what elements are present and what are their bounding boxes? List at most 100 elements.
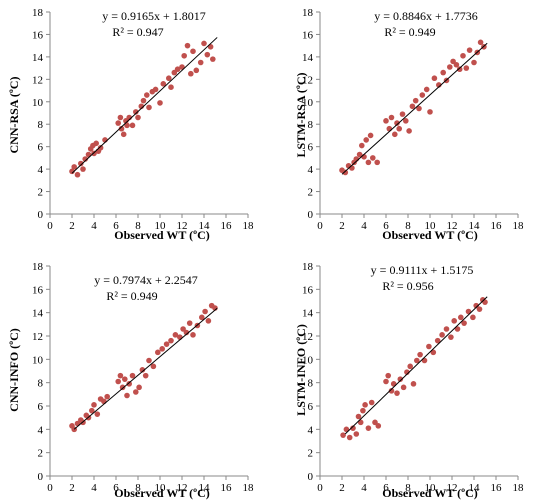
- panel-lstm-info: y = 0.9111x + 1.5175 R² = 0.956 LSTM-INF…: [294, 261, 524, 500]
- data-point: [155, 349, 161, 356]
- data-point: [117, 372, 124, 379]
- data-point: [447, 64, 453, 70]
- data-point: [370, 155, 376, 161]
- data-point: [202, 308, 208, 315]
- x-tick-label: 10: [425, 220, 437, 232]
- r-squared-label: R² = 0.956: [382, 279, 433, 293]
- y-tick-label: 2: [308, 187, 314, 199]
- points-layer: [340, 297, 488, 441]
- x-axis-title: Observed WT (ºC): [382, 228, 478, 242]
- x-tick-label: 8: [405, 482, 411, 494]
- data-point: [69, 168, 75, 175]
- data-point: [184, 42, 191, 49]
- data-point: [440, 69, 447, 76]
- data-point: [93, 140, 99, 147]
- data-point: [456, 66, 463, 73]
- data-point: [152, 86, 159, 93]
- y-tick-label: 18: [302, 7, 314, 19]
- axes-layer: 0 2 4 6 8 10 12 14 16 18 0 2 4 6 8 10 12 14 16 18: [32, 7, 254, 232]
- y-tick-label: 14: [302, 308, 314, 320]
- data-point: [460, 52, 466, 59]
- data-point: [454, 326, 461, 332]
- data-point: [89, 407, 95, 414]
- trendline-layer: [71, 37, 218, 174]
- panel-cnn-rsa: y = 0.9165x + 1.8017 R² = 0.947 CNN-RSA …: [7, 7, 254, 242]
- x-tick-label: 0: [47, 220, 53, 232]
- data-point: [146, 104, 152, 111]
- data-point: [91, 402, 97, 408]
- x-tick-label: 6: [383, 482, 389, 494]
- data-point: [439, 332, 445, 338]
- y-tick-label: 8: [38, 119, 44, 131]
- data-point: [346, 434, 353, 441]
- y-tick-label: 8: [38, 378, 44, 390]
- r-squared-label: R² = 0.949: [106, 289, 157, 303]
- data-point: [168, 337, 174, 344]
- data-point: [94, 411, 101, 417]
- data-point: [359, 142, 365, 149]
- data-point: [183, 329, 190, 336]
- panel-cnn-info: y = 0.7974x + 2.2547 R² = 0.949 CNN-INFO…: [7, 261, 254, 500]
- data-point: [443, 326, 450, 332]
- data-point: [412, 97, 419, 104]
- points-layer: [69, 302, 218, 433]
- data-point: [186, 320, 193, 326]
- data-point: [426, 343, 432, 350]
- data-point: [375, 423, 382, 429]
- y-tick-label: 4: [308, 164, 314, 176]
- x-tick-label: 8: [405, 220, 411, 232]
- r-squared-label: R² = 0.947: [112, 25, 163, 39]
- axes-layer: 0 2 4 6 8 10 12 14 16 18 0 2 4 6 8 10 12 14 16 18: [32, 261, 254, 494]
- trendline: [71, 37, 218, 174]
- data-point: [400, 384, 407, 391]
- data-point: [119, 384, 126, 391]
- x-tick-label: 10: [425, 482, 437, 494]
- y-tick-label: 6: [38, 142, 44, 154]
- x-tick-label: 2: [69, 482, 75, 494]
- axes-layer: 0 2 4 6 8 10 12 14 16 18 0 2 4 6 8 10 12 14 16 18: [302, 261, 524, 494]
- x-tick-label: 14: [469, 482, 481, 494]
- data-point: [436, 82, 442, 88]
- data-point: [343, 426, 350, 433]
- data-point: [188, 70, 194, 77]
- x-tick-label: 18: [243, 482, 255, 494]
- points-layer: [69, 40, 216, 178]
- data-point: [427, 109, 433, 115]
- data-point: [174, 66, 181, 73]
- data-point: [434, 337, 441, 344]
- x-tick-label: 18: [513, 220, 525, 232]
- data-point: [180, 326, 186, 332]
- data-point: [461, 320, 467, 326]
- y-tick-label: 2: [38, 448, 44, 460]
- data-point: [201, 40, 207, 47]
- y-tick-label: 16: [32, 29, 44, 41]
- data-point: [430, 349, 437, 356]
- data-point: [80, 166, 86, 172]
- data-point: [356, 151, 363, 158]
- data-point: [410, 381, 417, 387]
- x-tick-label: 4: [91, 482, 97, 494]
- data-point: [124, 122, 130, 129]
- data-point: [181, 52, 187, 59]
- y-tick-label: 16: [32, 284, 44, 296]
- data-point: [129, 122, 136, 129]
- trendline: [341, 42, 488, 175]
- y-tick-label: 6: [308, 142, 314, 154]
- y-tick-label: 18: [32, 7, 44, 19]
- x-tick-label: 4: [361, 220, 367, 232]
- data-point: [157, 100, 163, 106]
- data-point: [199, 314, 205, 321]
- data-point: [365, 159, 372, 166]
- y-tick-label: 2: [308, 448, 314, 460]
- x-tick-label: 4: [361, 482, 367, 494]
- x-tick-label: 8: [135, 482, 141, 494]
- data-point: [159, 346, 165, 352]
- x-tick-label: 12: [177, 220, 188, 232]
- data-point: [417, 351, 423, 358]
- y-axis-title: CNN-INFO (ºC): [7, 328, 21, 412]
- data-point: [453, 61, 460, 68]
- data-point: [210, 56, 216, 62]
- data-point: [190, 48, 196, 55]
- x-tick-label: 6: [113, 482, 119, 494]
